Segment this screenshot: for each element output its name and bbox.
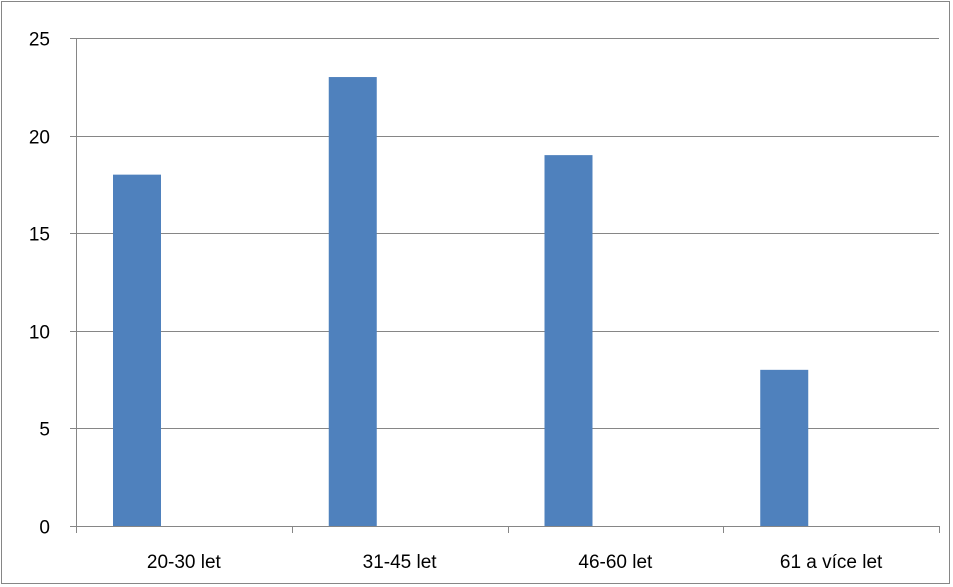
y-tick-label-10: 10 — [29, 323, 50, 344]
bar-2 — [328, 77, 377, 526]
y-tick-label-0: 0 — [39, 518, 50, 539]
y-tick-label-5: 5 — [39, 420, 50, 441]
bar-3 — [544, 155, 593, 526]
y-tick-label-25: 25 — [29, 30, 50, 51]
x-tick-label-2: 31-45 let — [363, 552, 438, 573]
axes — [70, 38, 940, 533]
bar-4 — [760, 369, 809, 526]
x-tick-label-4: 61 a více let — [780, 552, 883, 573]
bar-1 — [113, 174, 161, 526]
x-tick-label-3: 46-60 let — [578, 552, 653, 573]
gridlines — [76, 38, 939, 429]
y-tick-labels: 0 5 10 15 20 25 — [29, 30, 50, 539]
x-tick-label-1: 20-30 let — [147, 552, 222, 573]
x-tick-labels: 20-30 let 31-45 let 46-60 let 61 a více let — [147, 552, 883, 573]
bars — [113, 77, 809, 526]
y-tick-label-20: 20 — [29, 128, 50, 149]
y-tick-label-15: 15 — [29, 225, 50, 246]
